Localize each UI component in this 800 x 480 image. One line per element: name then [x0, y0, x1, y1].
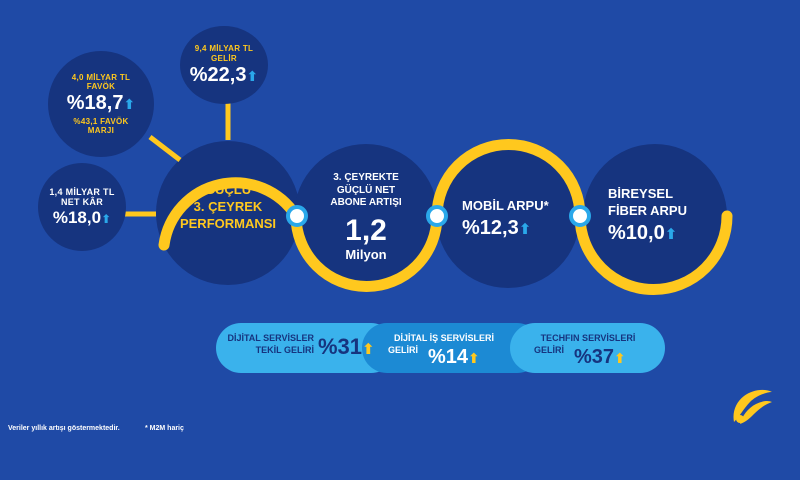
pill-2-value: %14	[428, 346, 469, 368]
footnote-left: Veriler yıllık artışı göstermektedir.	[8, 425, 120, 432]
up-arrow-icon: ⬆	[614, 350, 626, 366]
footnote-right: * M2M hariç	[145, 425, 184, 432]
pill-1-value-row: %31⬆	[318, 334, 375, 360]
main-circle-bg	[156, 141, 300, 285]
main-line1: GÜÇLÜ	[204, 182, 252, 197]
netkar-value: %18,0	[52, 208, 102, 228]
favok-margin-line1: %43,1 FAVÖK	[73, 117, 129, 126]
pill-3-value: %37	[574, 346, 615, 368]
pill-3-label: TECHFIN SERVİSLERİ GELİRİ	[528, 332, 648, 356]
mobile-value: %12,3	[462, 216, 519, 239]
main-line2: 3. ÇEYREK	[193, 198, 263, 214]
pill-3-line1: TECHFIN SERVİSLERİ	[540, 333, 636, 343]
mobile-arpu-text: MOBİL ARPU* %12,3⬆	[452, 198, 567, 241]
mobile-value-row: %12,3⬆	[452, 215, 567, 241]
favok-margin-line2: MARJI	[87, 126, 115, 136]
gelir-value-row: %22,3⬆	[189, 63, 259, 86]
gelir-line2: GELİR	[211, 53, 237, 63]
yellow-wave-line	[158, 139, 733, 295]
main-line3: PERFORMANSI	[179, 215, 277, 231]
up-arrow-icon: ⬆	[518, 220, 532, 238]
netkar-line2: NET KÂR	[60, 197, 104, 208]
favok-connector	[148, 135, 182, 162]
mobile-circle-bg	[436, 144, 580, 288]
favok-value-row: %18,7⬆	[67, 93, 135, 114]
pill-1-line2: TEKİL GELİRİ	[255, 345, 314, 356]
fiber-arpu-text: BİREYSEL FİBER ARPU %10,0⬆	[600, 186, 715, 246]
fiber-value: %10,0	[608, 221, 665, 244]
brand-logo-icon	[733, 389, 772, 424]
favok-bubble: 4,0 MİLYAR TL FAVÖK %18,7⬆ %43,1 FAVÖK M…	[48, 51, 154, 157]
subscriber-unit: Milyon	[345, 246, 387, 262]
up-arrow-icon: ⬆	[468, 350, 480, 366]
up-arrow-icon: ⬆	[246, 67, 259, 84]
fiber-line1: BİREYSEL	[608, 186, 674, 201]
pill-3-value-row: %37⬆	[574, 346, 626, 369]
pill-2-line2: GELİRİ	[388, 345, 419, 356]
favok-line1: 4,0 MİLYAR TL	[71, 72, 131, 82]
favok-value: %18,7	[66, 92, 124, 114]
fiber-circle-bg	[583, 144, 727, 288]
pill-1-line1: DİJİTAL SERVİSLER	[227, 333, 314, 343]
up-arrow-icon: ⬆	[362, 341, 375, 358]
pill-1-value: %31	[318, 334, 363, 359]
subscriber-circle-text: 3. ÇEYREKTE GÜÇLÜ NET ABONE ARTIŞI 1,2 M…	[306, 172, 426, 263]
mobile-label: MOBİL ARPU*	[462, 198, 549, 213]
subscriber-line2: GÜÇLÜ NET	[336, 184, 396, 196]
wave-node-dots	[286, 205, 591, 227]
pill-2-value-row: %14⬆	[428, 346, 480, 369]
netkar-value-row: %18,0⬆	[53, 209, 111, 227]
favok-line2: FAVÖK	[86, 81, 116, 91]
up-arrow-icon: ⬆	[664, 225, 678, 243]
fiber-line2: FİBER ARPU	[608, 202, 687, 218]
main-circle-title: GÜÇLÜ 3. ÇEYREK PERFORMANSI	[168, 182, 288, 233]
subscriber-circle-bg	[294, 144, 438, 288]
pill-2-bg	[362, 323, 542, 373]
pill-2-label: DİJİTAL İŞ SERVİSLERİ GELİRİ	[384, 332, 504, 356]
subscriber-line1: 3. ÇEYREKTE	[333, 172, 399, 183]
netkar-line1: 1,4 MİLYAR TL	[49, 186, 115, 197]
up-arrow-icon: ⬆	[123, 96, 136, 112]
subscriber-value: 1,2	[345, 213, 387, 247]
pill-2-line1: DİJİTAL İŞ SERVİSLERİ	[393, 333, 495, 343]
gelir-bubble: 9,4 MİLYAR TL GELİR %22,3⬆	[180, 26, 268, 104]
netkar-bubble: 1,4 MİLYAR TL NET KÂR %18,0⬆	[38, 163, 126, 251]
pill-1-bg	[216, 323, 396, 373]
pill-3-bg	[510, 323, 665, 373]
subscriber-line3: ABONE ARTIŞI	[330, 197, 402, 208]
pill-1-label: DİJİTAL SERVİSLER TEKİL GELİRİ	[226, 332, 314, 356]
gelir-value: %22,3	[189, 63, 247, 86]
pill-3-line2: GELİRİ	[534, 345, 565, 356]
up-arrow-icon: ⬆	[101, 212, 112, 227]
fiber-value-row: %10,0⬆	[600, 220, 715, 246]
gelir-line1: 9,4 MİLYAR TL	[194, 44, 254, 54]
